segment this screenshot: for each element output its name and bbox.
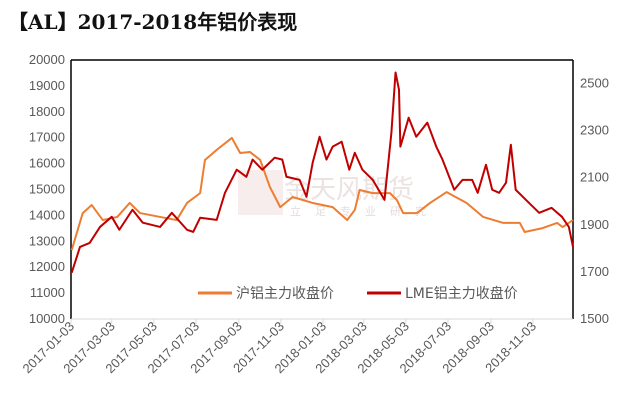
y-left-tick-label: 15000 — [29, 182, 65, 197]
y-left-tick-label: 19000 — [29, 78, 65, 93]
y-right-tick-label: 2100 — [580, 170, 609, 185]
y-left-tick-label: 18000 — [29, 104, 65, 119]
y-left-tick-label: 11000 — [30, 285, 65, 300]
chart-title: 【AL】2017-2018年铝价表现 — [8, 10, 298, 34]
y-left-tick-label: 20000 — [29, 52, 65, 67]
legend-label-1: 沪铝主力收盘价 — [236, 285, 334, 302]
y-right-tick-label: 2300 — [580, 123, 609, 138]
y-right-tick-label: 2500 — [580, 76, 609, 91]
y-left-tick-label: 10000 — [29, 311, 65, 326]
y-left-tick-label: 16000 — [29, 156, 65, 171]
watermark-logo — [238, 170, 283, 215]
y-right-tick-label: 1700 — [580, 264, 609, 279]
watermark-sub: 立足专业研究 — [290, 204, 440, 218]
legend-label-2: LME铝主力收盘价 — [405, 285, 518, 302]
y-left-tick-label: 12000 — [29, 259, 65, 274]
y-left-tick-label: 14000 — [29, 207, 65, 222]
y-right-tick-label: 1900 — [580, 217, 609, 232]
y-left-tick-label: 17000 — [29, 130, 65, 145]
series-line-2 — [70, 71, 574, 274]
y-right-tick-label: 1500 — [580, 311, 609, 326]
y-left-tick-label: 13000 — [29, 233, 65, 248]
series-line-1 — [70, 136, 574, 251]
